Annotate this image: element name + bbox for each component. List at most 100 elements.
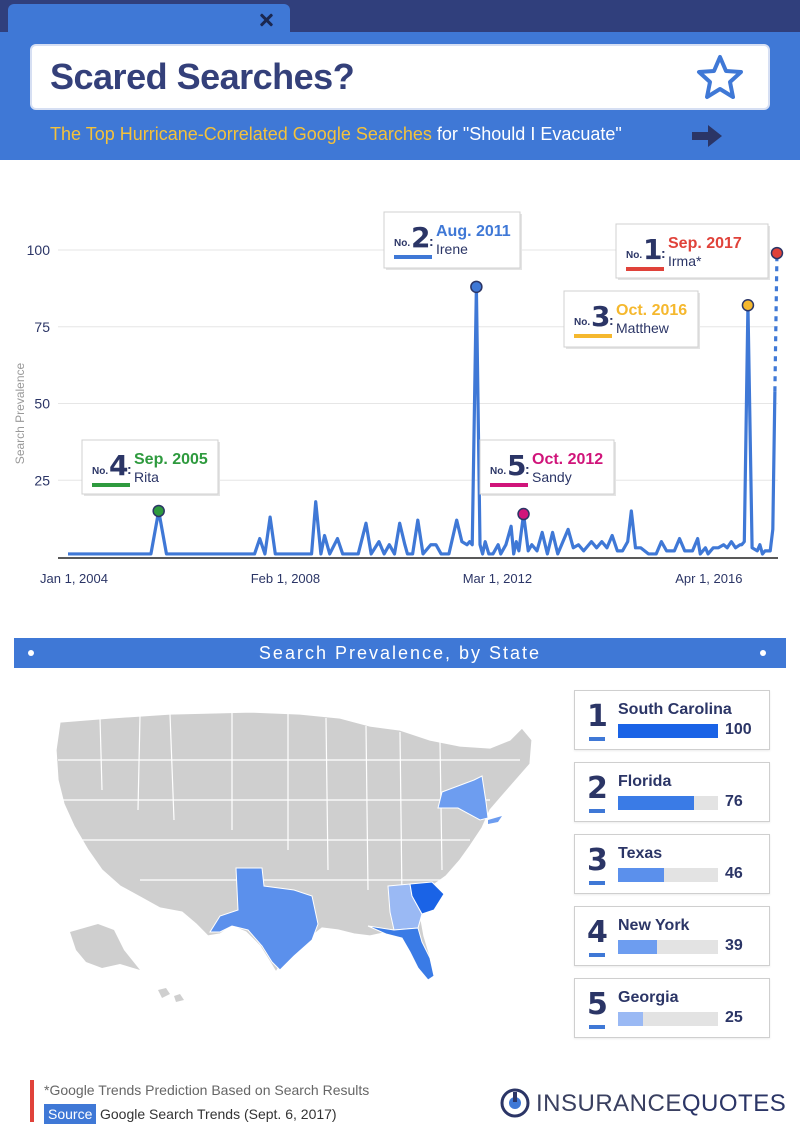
subtitle-rest: for "Should I Evacuate" bbox=[431, 124, 622, 144]
y-tick-label: 75 bbox=[34, 319, 50, 335]
x-tick-label: Feb 1, 2008 bbox=[251, 571, 320, 586]
projection-line bbox=[773, 253, 779, 392]
peak-marker bbox=[517, 507, 530, 521]
insurancequotes-logo[interactable]: INSURANCEQUOTES bbox=[500, 1086, 786, 1120]
source-text: Google Search Trends (Sept. 6, 2017) bbox=[100, 1106, 337, 1122]
state-card: 2 Florida 76 bbox=[574, 762, 770, 822]
value-bar-track bbox=[618, 868, 718, 882]
annotation-date: Aug. 2011 bbox=[436, 223, 511, 240]
annotation-no: No. bbox=[574, 317, 590, 328]
state-card: 3 Texas 46 bbox=[574, 834, 770, 894]
annotation-no: No. bbox=[490, 466, 506, 477]
value-bar-fill bbox=[618, 1012, 643, 1026]
annotation-no: No. bbox=[626, 250, 642, 261]
annotation-color-bar bbox=[574, 334, 612, 338]
y-tick-label: 25 bbox=[34, 472, 50, 488]
annotation-colon: : bbox=[661, 245, 666, 261]
annotation-rank: 3 bbox=[591, 300, 610, 333]
state-value: 46 bbox=[725, 865, 743, 882]
y-tick-label: 100 bbox=[27, 242, 51, 258]
state-texas[interactable] bbox=[209, 867, 319, 971]
y-axis-label: Search Prevalence bbox=[13, 362, 27, 464]
banner-dot-left bbox=[28, 650, 34, 656]
annotation-colon: : bbox=[429, 233, 434, 249]
series-line bbox=[68, 285, 777, 556]
rank-underline bbox=[589, 737, 605, 741]
footnote-accent-bar bbox=[30, 1080, 34, 1122]
value-bar-fill bbox=[618, 724, 718, 738]
subtitle: The Top Hurricane-Correlated Google Sear… bbox=[50, 124, 622, 145]
annotation-rank: 1 bbox=[643, 233, 662, 266]
state-new-york[interactable] bbox=[437, 775, 489, 821]
state-rank: 3 bbox=[587, 843, 608, 878]
state-card: 5 Georgia 25 bbox=[574, 978, 770, 1038]
state-value: 25 bbox=[725, 1009, 743, 1026]
annotation-date: Sep. 2005 bbox=[134, 451, 208, 468]
arrow-right-icon[interactable] bbox=[692, 124, 722, 148]
state-rank: 2 bbox=[587, 771, 608, 806]
annotation-date: Sep. 2017 bbox=[668, 235, 742, 252]
value-bar-track bbox=[618, 1012, 718, 1026]
annotation-color-bar bbox=[626, 267, 664, 271]
annotation-colon: : bbox=[609, 312, 614, 328]
browser-tab[interactable] bbox=[8, 4, 290, 34]
annotation-name: Rita bbox=[134, 469, 159, 485]
footnote: *Google Trends Prediction Based on Searc… bbox=[44, 1082, 370, 1098]
value-bar-fill bbox=[618, 796, 694, 810]
state-name: Florida bbox=[618, 773, 672, 790]
state-rank: 1 bbox=[587, 699, 608, 734]
page-title: Scared Searches? bbox=[50, 56, 355, 97]
peak-marker bbox=[770, 246, 784, 260]
header-bar: Scared Searches? The Top Hurricane-Corre… bbox=[0, 0, 800, 160]
banner-dot-right bbox=[760, 650, 766, 656]
rank-underline bbox=[589, 953, 605, 957]
peak-marker bbox=[152, 504, 165, 518]
annotation-no: No. bbox=[92, 466, 108, 477]
state-card: 1 South Carolina 100 bbox=[574, 690, 770, 750]
logo-text-quotes: QUOTES bbox=[681, 1090, 787, 1117]
state-value: 100 bbox=[725, 721, 752, 738]
annotation-name: Sandy bbox=[532, 469, 572, 485]
annotation-date: Oct. 2016 bbox=[616, 302, 687, 319]
us-state-map bbox=[55, 711, 533, 1002]
source-label: Source bbox=[44, 1104, 97, 1124]
logo-icon bbox=[500, 1088, 530, 1118]
state-south-carolina[interactable] bbox=[409, 881, 445, 915]
x-tick-label: Mar 1, 2012 bbox=[463, 571, 532, 586]
state-name: Texas bbox=[618, 845, 663, 862]
value-bar-track bbox=[618, 724, 718, 738]
annotation-rank: 5 bbox=[507, 449, 526, 482]
alaska-shape bbox=[70, 924, 140, 970]
annotation-colon: : bbox=[525, 461, 530, 477]
annotation-rank: 4 bbox=[109, 449, 128, 482]
address-bar[interactable]: Scared Searches? bbox=[30, 44, 770, 110]
rank-underline bbox=[589, 881, 605, 885]
star-icon[interactable] bbox=[696, 54, 744, 100]
section-banner: Search Prevalence, by State bbox=[14, 638, 786, 668]
logo-text: INSURANCEQUOTES bbox=[536, 1090, 786, 1118]
rank-underline bbox=[589, 809, 605, 813]
annotation-date: Oct. 2012 bbox=[532, 451, 603, 468]
value-bar-fill bbox=[618, 940, 657, 954]
state-long-island bbox=[488, 816, 502, 824]
annotation-no: No. bbox=[394, 238, 410, 249]
annotation-name: Irma* bbox=[668, 253, 702, 269]
state-rank: 4 bbox=[587, 915, 608, 950]
y-tick-label: 50 bbox=[34, 396, 50, 412]
state-value: 39 bbox=[725, 937, 743, 954]
state-florida[interactable] bbox=[367, 925, 435, 981]
peak-marker bbox=[470, 280, 483, 294]
state-name: New York bbox=[618, 917, 690, 934]
annotation-color-bar bbox=[490, 483, 528, 487]
state-card: 4 New York 39 bbox=[574, 906, 770, 966]
logo-text-insurance: INSURANCE bbox=[536, 1090, 682, 1117]
hawaii-shape bbox=[158, 988, 184, 1002]
state-name: South Carolina bbox=[618, 701, 732, 718]
subtitle-highlight: The Top Hurricane-Correlated Google Sear… bbox=[50, 124, 432, 144]
state-rank: 5 bbox=[587, 987, 608, 1022]
annotation-color-bar bbox=[92, 483, 130, 487]
annotation-name: Irene bbox=[436, 241, 468, 257]
close-icon[interactable] bbox=[258, 12, 274, 28]
state-name: Georgia bbox=[618, 989, 679, 1006]
